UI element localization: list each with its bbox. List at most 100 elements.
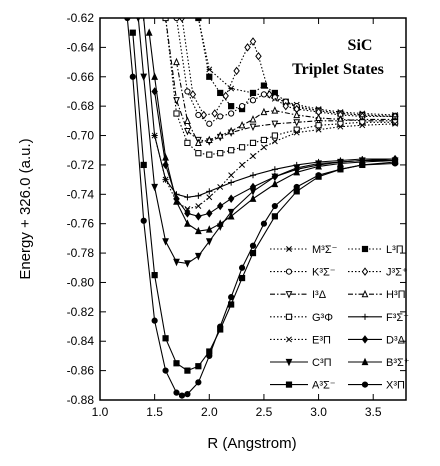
legend-entry: I³Δ [270,289,327,301]
series-line [197,18,396,117]
data-point-marker [200,110,208,120]
legend-label: E³Π [312,334,331,346]
data-point-marker [271,179,279,188]
data-point-marker [293,183,300,191]
x-tick-label: 1.0 [92,405,109,419]
data-point-marker [285,291,293,299]
data-point-marker [194,138,202,146]
data-point-marker [162,367,169,374]
data-point-marker [286,246,292,252]
y-axis-label: Energy + 326.0 (a.u.) [17,138,34,279]
data-point-marker [249,89,257,97]
y-tick-label: -0.82 [67,305,95,319]
data-point-marker [173,57,180,66]
data-point-marker [271,94,278,101]
data-point-marker [205,225,213,233]
data-point-marker [249,123,257,132]
legend-label: G³Φ [312,312,333,324]
data-point-marker [249,172,257,179]
series-group [129,29,399,374]
legend-label: X³Π [386,380,405,392]
data-point-marker [228,110,235,117]
data-point-marker [129,29,136,36]
data-point-marker [205,238,213,246]
data-point-marker [361,381,369,388]
y-tick-label: -0.74 [67,187,95,201]
data-point-marker [227,212,235,220]
legend-entry: J³Σ⁺ [348,267,408,279]
y-tick-label: -0.72 [67,158,95,172]
data-point-marker [238,103,246,110]
data-point-marker [140,161,147,169]
data-point-marker [361,357,369,366]
data-point-marker [361,245,369,253]
legend-label: L³Π [386,244,404,256]
data-point-marker [249,115,257,123]
data-point-marker [293,119,301,127]
data-point-marker [217,113,224,120]
data-point-marker [249,139,257,146]
data-point-marker [227,194,235,203]
data-point-marker [271,132,278,139]
data-point-marker [285,268,293,275]
data-point-marker [359,122,366,129]
legend-entry: M³Σ⁻ [270,244,338,256]
data-point-marker [315,172,322,179]
y-tick-label: -0.66 [67,70,95,84]
legend-label: A³Σ⁻ [312,380,336,392]
data-point-marker [206,120,213,127]
data-point-marker [151,183,159,192]
data-point-marker [337,166,344,173]
series-group [151,120,399,212]
data-point-marker [271,202,278,210]
data-point-marker [249,97,257,104]
data-point-marker [162,335,169,342]
data-point-marker [184,194,191,201]
data-point-marker [184,219,191,227]
series-layer [124,18,399,399]
data-point-marker [271,213,278,220]
data-point-marker [216,219,224,227]
legend-entry: K³Σ⁻ [270,267,336,279]
legend-entry: X³Π [348,380,405,392]
data-point-marker [194,226,202,235]
data-point-marker [206,352,213,360]
data-point-marker [206,73,213,80]
legend-label: M³Σ⁻ [312,244,338,256]
data-point-marker [271,166,278,173]
legend-label: I³Δ [312,289,327,301]
legend-label: K³Σ⁻ [312,267,336,279]
data-point-marker [238,120,246,129]
data-point-marker [260,82,268,89]
legend-entry: E³Π [270,334,331,346]
data-point-marker [195,18,202,22]
y-tick-label: -0.88 [67,393,95,407]
data-point-marker [315,113,322,122]
x-tick-label: 3.0 [310,405,327,419]
legend: M³Σ⁻ L³Π K³Σ⁻ J³Σ⁺ I³Δ H³Π G³Φ F³Σ⁺ E³Π D³Δ C³Π B³Σ… [270,244,410,392]
data-point-marker [140,18,147,22]
data-point-marker [206,188,213,195]
data-point-marker [184,391,191,398]
data-point-marker [250,153,256,160]
data-point-marker [151,132,158,139]
data-point-marker [184,88,191,95]
data-point-marker [162,153,169,161]
data-point-marker [361,313,369,320]
data-point-marker [293,129,300,136]
data-point-marker [195,379,202,386]
chart-title: SiC [348,37,373,54]
data-point-marker [195,363,202,370]
data-point-marker [260,136,268,144]
data-point-marker [228,103,235,110]
data-point-marker [337,159,344,167]
data-point-marker [195,212,202,221]
data-point-marker [337,123,344,130]
data-point-marker [260,107,268,116]
data-point-marker [227,126,235,135]
legend-label: J³Σ⁺ [386,267,408,279]
legend-label: B³Σ⁺ [386,357,410,369]
legend-entry: F³Σ⁺ [348,312,409,324]
data-point-marker [216,131,224,139]
data-point-marker [361,267,369,276]
